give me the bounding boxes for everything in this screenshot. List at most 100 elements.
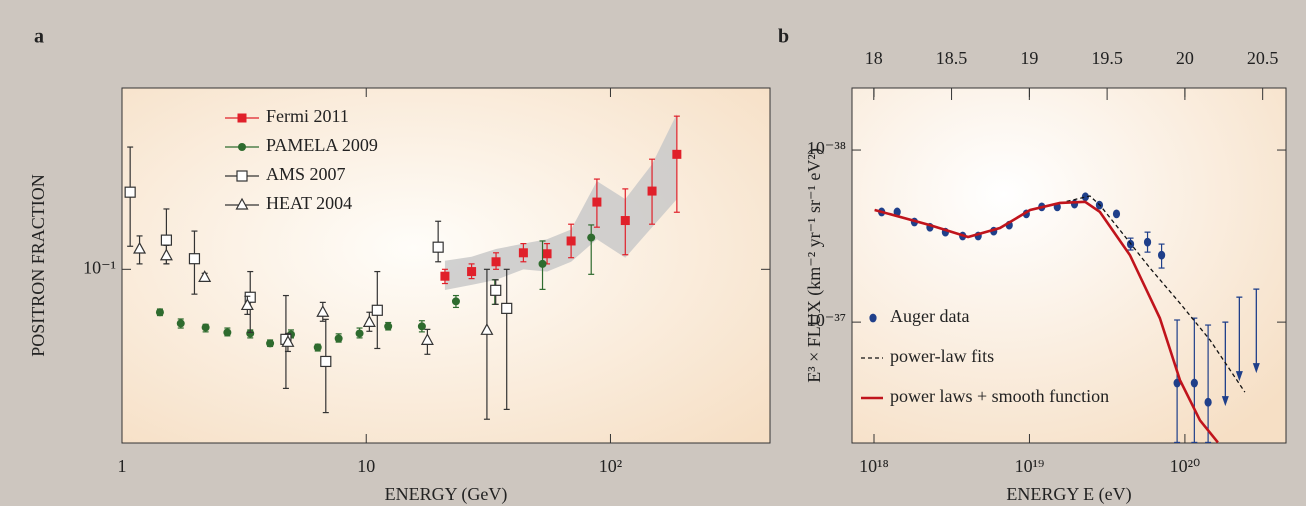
marker: [281, 335, 295, 347]
marker: [440, 271, 450, 281]
legend-label: PAMELA 2009: [266, 135, 378, 155]
y-axis-label: E³ × FLUX (km⁻² yr⁻¹ sr⁻¹ eV²): [804, 148, 825, 383]
marker: [155, 308, 164, 317]
marker: [518, 248, 528, 258]
marker: [542, 249, 552, 259]
marker: [451, 297, 460, 306]
marker: [672, 149, 682, 159]
y-tick-label: 10⁻¹: [83, 257, 116, 277]
error-bar: [503, 268, 510, 411]
marker: [316, 304, 330, 317]
y-tick-label: 10⁻³⁸: [807, 138, 846, 158]
legend-label: power laws + smooth function: [890, 386, 1109, 406]
x2-tick-label: 18.5: [936, 48, 968, 68]
legend-item: Fermi 2011: [225, 106, 349, 126]
x2-tick-label: 19.5: [1091, 48, 1123, 68]
marker: [490, 284, 502, 296]
legend-item: AMS 2007: [225, 164, 346, 184]
plot-area: [851, 87, 1287, 444]
marker: [176, 319, 185, 328]
x-tick-label: 10²⁰: [1170, 456, 1201, 476]
marker: [1112, 209, 1121, 219]
upper-limit: [1252, 288, 1260, 374]
marker: [501, 302, 513, 314]
marker: [198, 270, 212, 282]
legend-item: Auger data: [869, 306, 969, 326]
x-axis-label: ENERGY E (eV): [1006, 484, 1131, 505]
marker: [384, 322, 393, 331]
upper-limit-arrow: [1221, 396, 1229, 407]
marker: [244, 291, 256, 303]
plot-content: [124, 113, 682, 420]
x2-tick-label: 20.5: [1247, 48, 1279, 68]
marker: [266, 339, 275, 348]
marker: [223, 328, 232, 337]
x-tick-label: 10: [357, 456, 375, 476]
marker: [491, 257, 501, 267]
error-bar: [588, 224, 595, 275]
legend-item: HEAT 2004: [225, 193, 352, 213]
marker: [1081, 192, 1089, 202]
panel-letter: a: [34, 26, 44, 48]
marker: [201, 323, 210, 332]
panel-letter: b: [778, 26, 789, 48]
marker: [587, 233, 596, 242]
marker: [240, 298, 254, 311]
marker: [124, 186, 136, 198]
marker: [538, 259, 547, 268]
legend-item: power-law fits: [861, 346, 994, 366]
fit-line: [874, 195, 1246, 393]
legend-label: AMS 2007: [266, 164, 346, 184]
marker: [238, 143, 246, 151]
legend-item: PAMELA 2009: [225, 135, 378, 155]
x2-tick-label: 20: [1176, 48, 1194, 68]
marker: [160, 234, 173, 246]
marker: [620, 216, 630, 226]
marker: [592, 197, 602, 207]
legend-label: Auger data: [890, 306, 969, 326]
marker: [362, 315, 376, 327]
x-tick-label: 10²: [599, 456, 622, 476]
legend-item: power laws + smooth function: [861, 386, 1109, 406]
upper-limit-arrow: [1235, 371, 1243, 382]
error-bar: [483, 268, 490, 420]
marker: [1143, 237, 1152, 247]
marker: [647, 186, 657, 196]
upper-limit: [1235, 296, 1243, 382]
marker: [320, 355, 332, 368]
marker: [355, 329, 364, 338]
systematic-band: [444, 113, 677, 291]
x2-tick-label: 19: [1020, 48, 1038, 68]
marker: [188, 253, 201, 265]
y-axis-label: POSITRON FRACTION: [28, 174, 48, 357]
marker: [334, 334, 343, 343]
marker: [237, 113, 247, 123]
plot-content: [874, 192, 1260, 443]
marker: [420, 333, 434, 345]
marker: [159, 248, 173, 261]
legend-label: HEAT 2004: [266, 193, 352, 213]
legend-label: power-law fits: [890, 346, 994, 366]
x-tick-label: 1: [118, 456, 127, 476]
marker: [417, 322, 426, 331]
x-tick-label: 10¹⁸: [859, 456, 889, 476]
x2-tick-label: 18: [865, 48, 883, 68]
x-axis-label: ENERGY (GeV): [385, 484, 508, 505]
x-tick-label: 10¹⁹: [1015, 456, 1045, 476]
marker: [566, 236, 576, 246]
marker: [1157, 250, 1166, 260]
marker: [371, 304, 383, 316]
marker: [236, 170, 248, 182]
error-bar: [435, 220, 442, 263]
marker: [480, 323, 494, 335]
legend-label: Fermi 2011: [266, 106, 349, 126]
marker: [432, 241, 444, 253]
upper-limit-arrow: [1252, 363, 1260, 374]
marker: [313, 343, 322, 352]
marker: [467, 267, 477, 277]
marker: [893, 207, 901, 217]
marker: [246, 329, 255, 338]
error-bar: [673, 115, 680, 213]
marker: [1204, 397, 1212, 407]
